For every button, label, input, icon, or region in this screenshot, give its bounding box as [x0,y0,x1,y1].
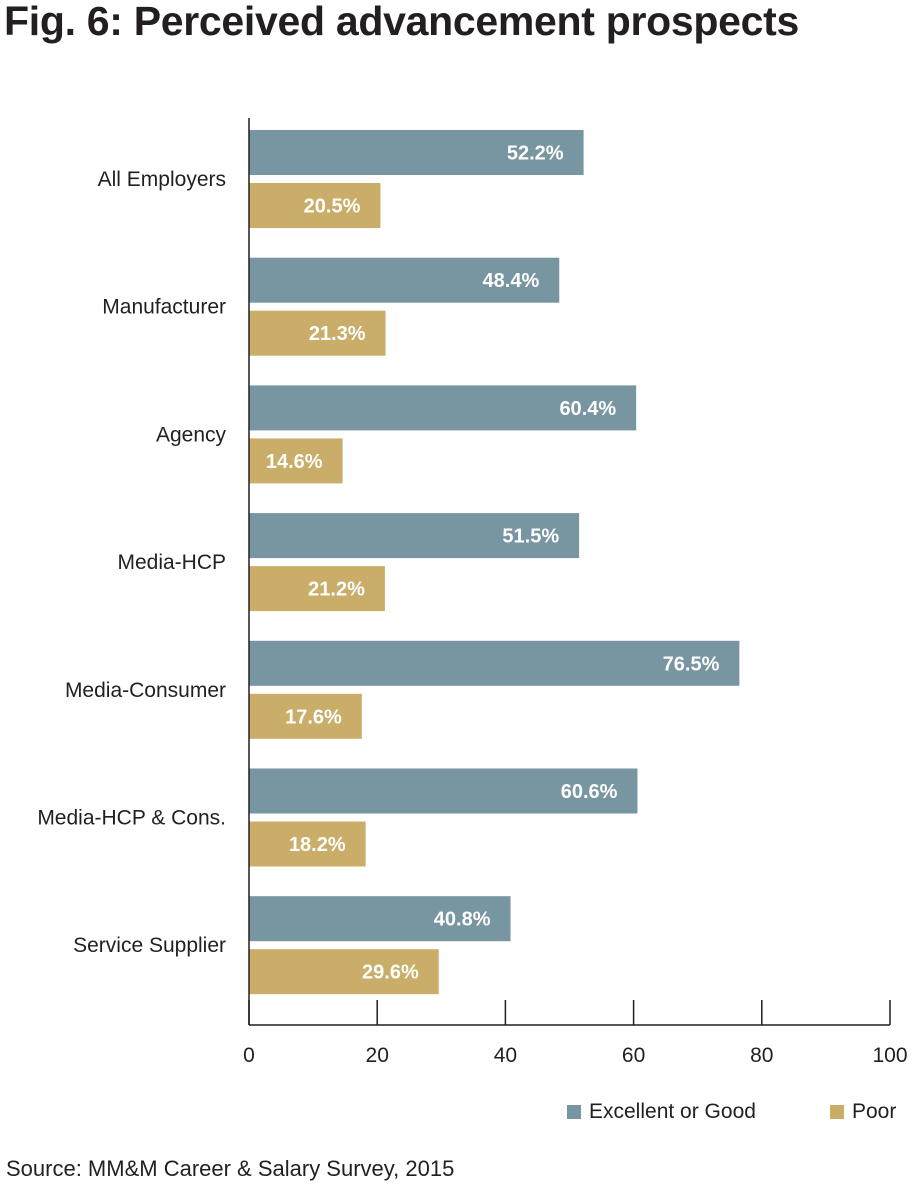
legend-item-excellent: Excellent or Good [567,1100,756,1124]
bars-group: 52.2% 20.5% 48.4% 21.3% 60.4% 14.6% 51.5% 21.2%… [249,130,740,995]
category-label-3: Media-HCP [117,551,226,574]
category-labels: All Employers Manufacturer Agency Media-HCP… [37,168,226,957]
axes-group: 0 20 40 60 80 100 [243,118,908,1067]
data-label-poor-6: 29.6% [362,962,419,984]
bar-excellent-1 [249,257,560,303]
x-tick-label-100: 100 [872,1044,907,1067]
legend-swatch-poor [830,1105,844,1119]
legend-label-poor: Poor [852,1100,897,1123]
category-label-1: Manufacturer [102,296,226,319]
data-label-excellent-4: 76.5% [663,653,720,675]
bar-poor-4 [249,693,362,739]
category-label-6: Service Supplier [73,934,226,957]
data-label-poor-5: 18.2% [289,834,346,856]
legend-label-excellent: Excellent or Good [589,1100,756,1123]
bar-excellent-4 [249,640,740,686]
bar-excellent-5 [249,768,638,814]
data-label-excellent-5: 60.6% [561,781,618,803]
bar-poor-5 [249,821,366,867]
bar-poor-0 [249,183,381,228]
x-tick-label-0: 0 [243,1044,255,1067]
data-label-poor-3: 21.2% [308,579,365,601]
x-tick-label-80: 80 [750,1044,773,1067]
bar-poor-6 [249,949,439,995]
data-label-poor-4: 17.6% [285,706,342,728]
data-label-excellent-6: 40.8% [434,909,491,931]
x-tick-label-20: 20 [366,1044,389,1067]
bar-excellent-6 [249,896,511,942]
bar-excellent-3 [249,513,580,559]
data-label-excellent-2: 60.4% [559,398,616,420]
bar-poor-3 [249,566,385,612]
data-label-excellent-0: 52.2% [507,143,564,165]
data-label-poor-2: 14.6% [266,451,323,473]
category-label-5: Media-HCP & Cons. [37,807,226,830]
data-label-excellent-1: 48.4% [483,270,540,292]
bar-poor-1 [249,310,386,356]
category-label-0: All Employers [98,168,226,191]
data-label-excellent-3: 51.5% [502,526,559,548]
data-label-poor-1: 21.3% [309,323,366,345]
bar-poor-2 [249,438,343,484]
data-label-poor-0: 20.5% [304,196,361,218]
legend-item-poor: Poor [830,1100,896,1124]
bar-excellent-0 [249,130,584,175]
x-tick-label-60: 60 [622,1044,645,1067]
legend-swatch-excellent [567,1105,581,1119]
category-label-2: Agency [156,423,227,446]
category-label-4: Media-Consumer [65,679,226,702]
x-tick-label-40: 40 [494,1044,517,1067]
chart-title: Fig. 6: Perceived advancement prospects [4,0,799,44]
source-note: Source: MM&M Career & Salary Survey, 201… [6,1156,455,1181]
bar-excellent-2 [249,385,637,431]
